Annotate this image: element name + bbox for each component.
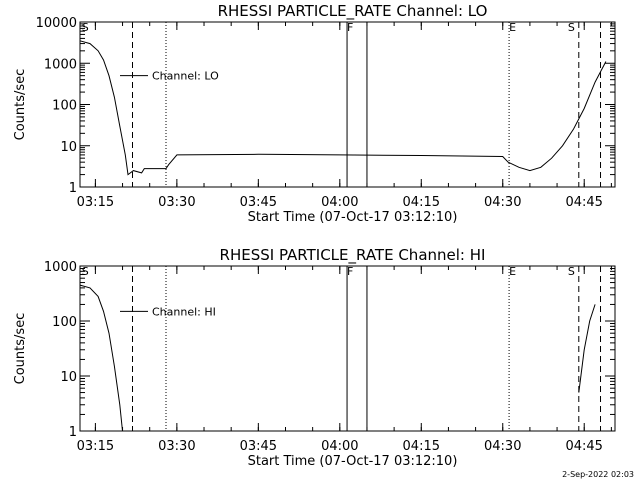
y-tick-label: 1 [69, 181, 77, 196]
x-tick-label: 04:30 [484, 195, 521, 210]
x-tick-label: 03:15 [77, 195, 114, 210]
x-tick-label: 04:45 [565, 195, 602, 210]
x-tick-label: 03:15 [77, 439, 114, 454]
marker-letter: F [347, 265, 353, 278]
marker-letter: S [82, 265, 89, 278]
x-tick-label: 04:15 [403, 439, 440, 454]
y-tick-label: 100 [52, 315, 77, 330]
marker-letter: E [509, 265, 516, 278]
y-tick-label: 1000 [44, 57, 77, 72]
y-axis-label-lo: Counts/sec [13, 69, 28, 141]
y-tick-label: 10 [60, 370, 77, 385]
x-tick-label: 04:45 [565, 439, 602, 454]
legend-label-lo: Channel: LO [152, 70, 219, 83]
y-tick-label: 100 [52, 99, 77, 114]
x-tick-label: 04:15 [403, 195, 440, 210]
y-tick-label: 10 [60, 140, 77, 155]
x-axis-label-lo: Start Time (07-Oct-17 03:12:10) [248, 210, 458, 225]
x-tick-label: 04:00 [321, 195, 358, 210]
x-axis-label-hi: Start Time (07-Oct-17 03:12:10) [248, 454, 458, 469]
marker-letter: S [568, 21, 575, 34]
y-axis-label-hi: Counts/sec [13, 313, 28, 385]
y-tick-label: 1000 [44, 260, 77, 275]
x-tick-label: 03:45 [240, 439, 277, 454]
x-tick-label: 03:30 [158, 439, 195, 454]
x-tick-label: 04:00 [321, 439, 358, 454]
x-tick-label: 03:45 [240, 195, 277, 210]
x-tick-label: 04:30 [484, 439, 521, 454]
marker-letter: S [568, 265, 575, 278]
x-tick-label: 03:30 [158, 195, 195, 210]
chart-title-hi: RHESSI PARTICLE_RATE Channel: HI [220, 246, 486, 265]
series-line-lo [79, 40, 607, 176]
y-tick-label: 10000 [36, 16, 77, 31]
legend-label-hi: Channel: HI [152, 305, 216, 318]
y-tick-label: 1 [69, 425, 77, 440]
chart-title-lo: RHESSI PARTICLE_RATE Channel: LO [218, 2, 488, 21]
marker-letter: E [509, 21, 516, 34]
timestamp-footer: 2-Sep-2022 02:03 [562, 470, 634, 479]
marker-letter: F [347, 21, 353, 34]
marker-letter: S [82, 21, 89, 34]
series-line-hi [79, 284, 596, 432]
